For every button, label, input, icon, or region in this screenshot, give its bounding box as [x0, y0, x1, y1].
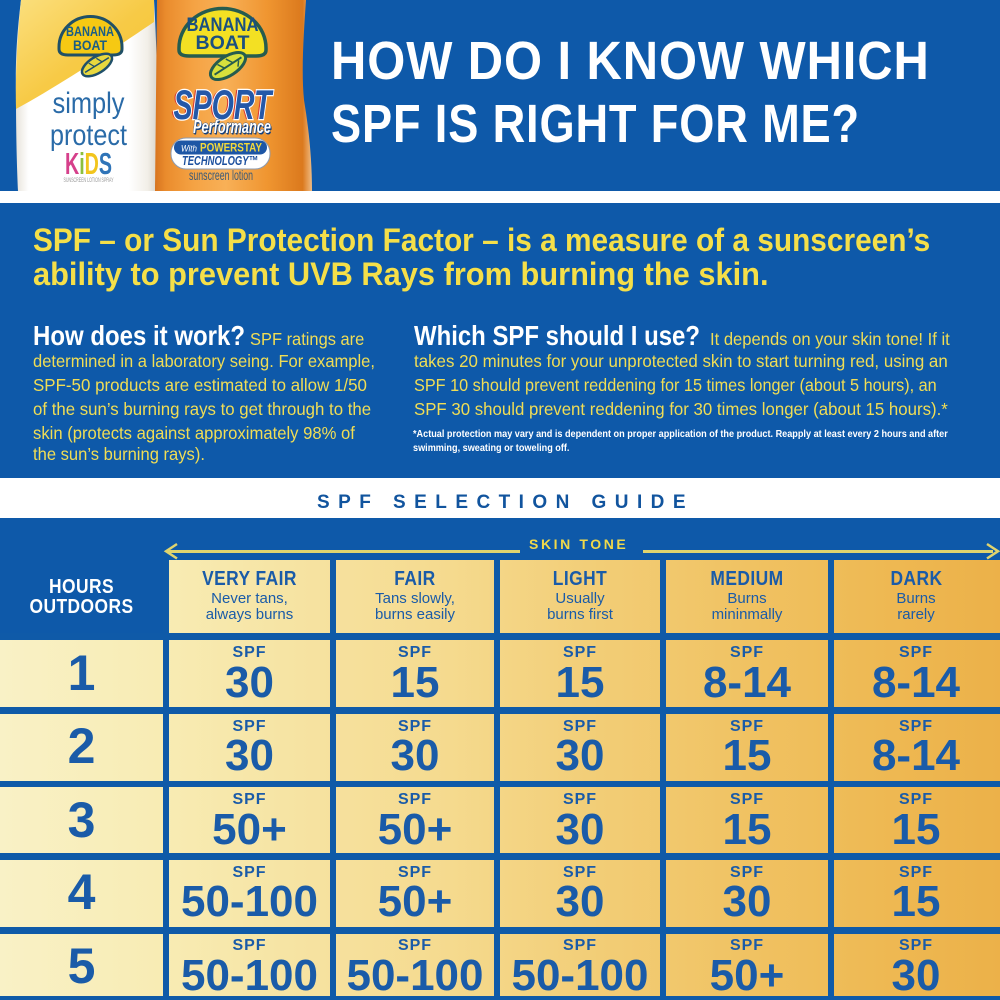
svg-text:SPORT: SPORT	[172, 81, 272, 128]
svg-text:SUNSCREEN LOTION SPRAY: SUNSCREEN LOTION SPRAY	[64, 178, 114, 184]
svg-text:SPORT: SPORT	[174, 81, 274, 128]
svg-text:POWERSTAY: POWERSTAY	[200, 143, 262, 155]
svg-text:Performance: Performance	[194, 119, 272, 139]
svg-text:KiDS: KiDS	[65, 146, 112, 181]
svg-text:BANANA: BANANA	[66, 24, 114, 39]
svg-text:Performance: Performance	[193, 117, 271, 137]
svg-text:simply: simply	[53, 87, 125, 120]
svg-text:BANANA: BANANA	[187, 15, 259, 36]
svg-text:With: With	[181, 144, 197, 154]
svg-text:BOAT: BOAT	[196, 33, 250, 54]
svg-text:BOAT: BOAT	[73, 38, 108, 53]
svg-text:protect: protect	[50, 119, 128, 152]
svg-text:TECHNOLOGY™: TECHNOLOGY™	[182, 153, 258, 168]
svg-text:sunscreen lotion: sunscreen lotion	[189, 167, 253, 183]
